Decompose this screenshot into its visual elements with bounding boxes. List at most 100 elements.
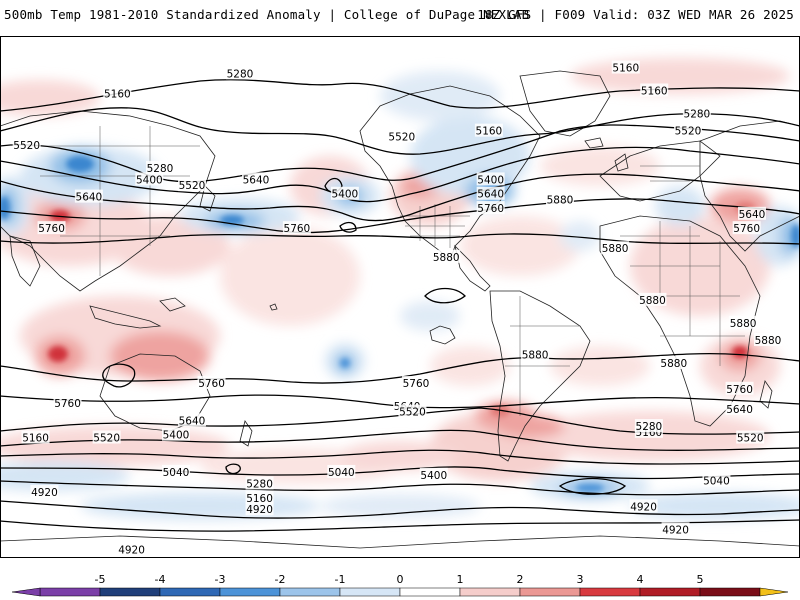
contour-label-text: 5520	[179, 180, 206, 192]
contour-label-text: 5040	[328, 467, 355, 479]
contour-label-bg	[162, 464, 190, 478]
colorbar-tick-label: -5	[95, 573, 106, 586]
contour-label: 5880	[638, 292, 667, 307]
contour-label-bg	[601, 241, 630, 255]
contour-label-text: 5760	[284, 223, 311, 235]
contour-label: 5760	[402, 376, 430, 390]
contour-label: 5280	[146, 160, 174, 175]
contour-label-text: 5880	[522, 349, 549, 361]
contour-label-bg	[398, 404, 427, 418]
contour-label-text: 5640	[243, 174, 270, 186]
contour-label-text: 5160	[246, 493, 273, 505]
contour-label-text: 5280	[684, 108, 711, 120]
contour-label: 5280	[634, 419, 663, 433]
contour-label-text: 5400	[477, 174, 504, 186]
colorbar-bin	[159, 587, 221, 597]
contour-label-bg	[245, 490, 274, 504]
contour-label-text: 5880	[433, 252, 460, 264]
map-title: 500mb Temp 1981-2010 Standardized Anomal…	[4, 7, 530, 22]
contour-label-bg	[245, 476, 274, 490]
contour-label-bg	[640, 83, 669, 97]
colorbar-bin	[339, 587, 401, 597]
world-anomaly-map: 5280 5160 5520 5280 5400 5520 5640 5760 5640 5760…	[0, 36, 800, 558]
model-run-info: 18Z GFS | F009 Valid: 03Z WED MAR 26 202…	[477, 7, 794, 22]
contour-label-text: 5520	[93, 433, 120, 445]
contour-label-text: 5280	[636, 421, 663, 433]
contour-label-bg	[92, 430, 121, 444]
contour-label-text: 5760	[477, 203, 504, 215]
contour-label: 5520	[12, 137, 41, 152]
contour-label: 5040	[162, 464, 190, 479]
contour-label-text: 5880	[755, 335, 782, 347]
contour-label-text: 4920	[662, 524, 689, 536]
colorbar-tick-label: 4	[637, 573, 644, 586]
contour-label: 5760	[197, 376, 226, 390]
contour-label: 5760	[725, 381, 754, 396]
contour-label: 4920	[245, 502, 274, 516]
contour-label: 4920	[661, 522, 690, 536]
contour-label-text: 5280	[246, 478, 273, 490]
contour-label-bg	[330, 186, 359, 200]
contour-label-text: 5160	[476, 126, 503, 138]
contour-label-text: 5160	[641, 85, 668, 97]
contour-label-text: 5040	[163, 467, 190, 479]
contour-label-bg	[21, 430, 50, 444]
contour-label: 5160	[245, 490, 274, 505]
contour-label: 4920	[629, 499, 658, 513]
colorbar-bin	[519, 587, 581, 597]
contour-label: 5760	[732, 221, 761, 235]
contour-label: 5520	[674, 123, 702, 138]
contour-label-bg	[74, 189, 103, 203]
contour-label-text: 5400	[163, 430, 190, 442]
contour-label-text: 5040	[703, 476, 730, 488]
contour-label-bg	[245, 502, 274, 516]
colorbar-tick-label: -3	[215, 573, 226, 586]
contour-label-bg	[162, 427, 190, 441]
contour-label: 5520	[178, 178, 206, 192]
contour-label-bg	[725, 401, 754, 415]
colorbar-canvas: -5 -4 -3 -2 -1 0 1 2 3 4 5	[11, 573, 789, 597]
colorbar-tick-label: -4	[155, 573, 166, 586]
contour-label: 5400	[162, 427, 190, 442]
contour-label: 5880	[601, 241, 630, 255]
contour-label-bg	[634, 419, 663, 433]
colorbar-tick-label: -2	[275, 573, 286, 586]
map-header: 500mb Temp 1981-2010 Standardized Anomal…	[0, 0, 800, 36]
contour-label-text: 5760	[38, 223, 65, 235]
contour-label-bg	[419, 467, 448, 481]
contour-label-bg	[12, 137, 41, 151]
colorbar-tick-label: 0	[397, 573, 404, 586]
contour-label-bg	[178, 178, 206, 192]
contour-label-bg	[521, 347, 550, 361]
contour-label-bg	[402, 376, 430, 390]
contour-label-bg	[629, 499, 658, 513]
contour-label-bg	[37, 221, 66, 235]
contour-label: 5640	[738, 206, 766, 221]
contour-label: 5760	[282, 221, 311, 235]
contour-label-bg	[638, 292, 667, 306]
contour-label-bg	[282, 221, 311, 235]
contour-label: 5760	[476, 201, 505, 215]
contour-label-bg	[476, 201, 505, 215]
contour-label: 4920	[117, 542, 146, 556]
contour-label-text: 5400	[420, 470, 447, 482]
contour-label-text: 5520	[388, 131, 415, 143]
contour-label-bg	[474, 123, 503, 137]
contour-label: 5400	[419, 467, 448, 482]
contour-label: 5640	[725, 401, 754, 416]
contour-label-text: 5280	[227, 68, 254, 80]
contour-label-bg	[146, 160, 174, 174]
contour-label-text: 5520	[737, 433, 764, 445]
contour-label: 5880	[659, 355, 688, 370]
colorbar-bin	[699, 587, 761, 597]
contour-label-text: 5760	[198, 378, 225, 390]
contour-label-bg	[736, 430, 765, 444]
contour-label-bg	[738, 206, 766, 220]
contour-label-text: 4920	[246, 504, 273, 516]
contour-label: 5520	[736, 430, 765, 445]
colorbar-bin	[39, 587, 101, 597]
contour-label-bg	[702, 473, 731, 487]
contour-label-bg	[117, 542, 146, 556]
contour-label: 5640	[74, 189, 103, 204]
